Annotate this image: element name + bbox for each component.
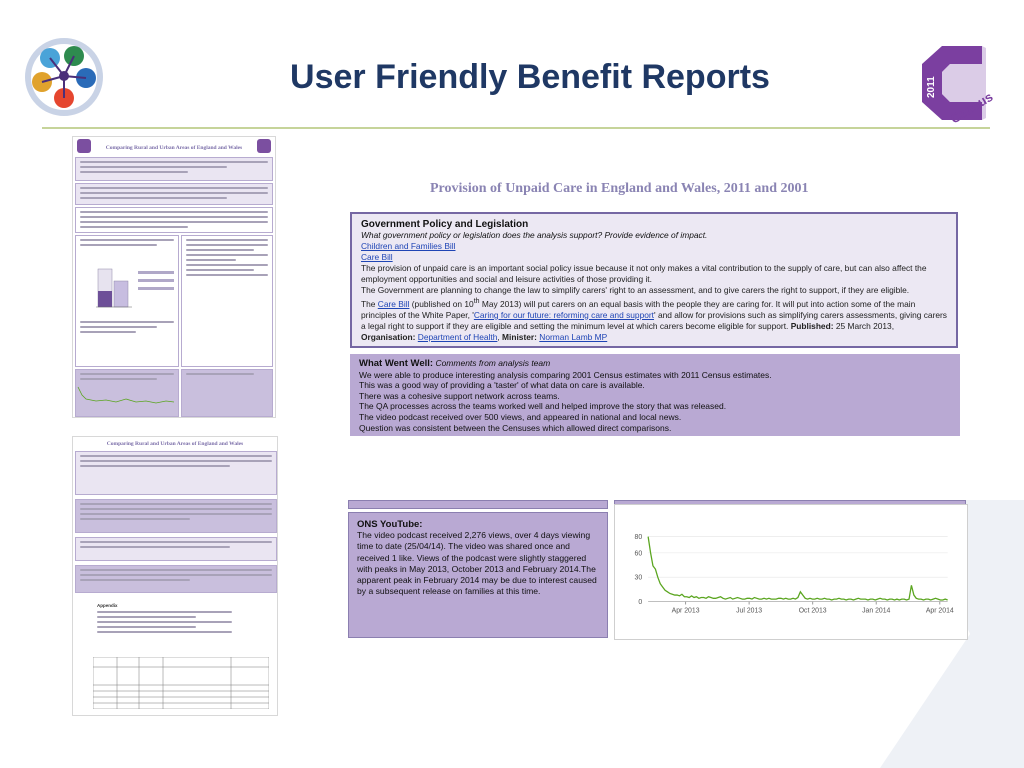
went-well-line: This was a good way of providing a 'tast… bbox=[359, 380, 645, 391]
divider-strip-left bbox=[348, 500, 608, 509]
census-mini-logo bbox=[77, 139, 91, 153]
ons-youtube-panel: ONS YouTube: The video podcast received … bbox=[348, 512, 608, 638]
census-year: 2011 bbox=[926, 76, 937, 98]
slide-title: User Friendly Benefit Reports bbox=[290, 58, 770, 96]
background-chevron-graphic bbox=[880, 500, 1024, 768]
government-para-2: The Government are planning to change th… bbox=[361, 285, 910, 295]
title-divider bbox=[42, 127, 990, 129]
thumbnail-bar-chart bbox=[96, 268, 174, 308]
went-well-line: The QA processes across the teams worked… bbox=[359, 401, 727, 412]
thumbnail-1-title: Comparing Rural and Urban Areas of Engla… bbox=[105, 145, 243, 151]
went-well-line: The video podcast received over 500 view… bbox=[359, 411, 682, 422]
government-question: What government policy or legislation do… bbox=[361, 230, 708, 240]
minister-link[interactable]: Norman Lamb MP bbox=[539, 331, 608, 342]
government-para-1: The provision of unpaid care is an impor… bbox=[361, 263, 927, 284]
x-tick-label: Apr 2013 bbox=[672, 607, 700, 614]
went-well-line: There was a cohesive support network acr… bbox=[359, 390, 560, 401]
white-paper-link[interactable]: Caring for our future: reforming care an… bbox=[473, 309, 655, 320]
report-thumbnail-1: Comparing Rural and Urban Areas of Engla… bbox=[72, 136, 276, 418]
ons-network-logo bbox=[18, 36, 110, 118]
went-well-heading: What Went Well: bbox=[359, 358, 434, 369]
went-well-line: We were able to produce interesting anal… bbox=[359, 369, 772, 380]
census-mini-logo bbox=[257, 139, 271, 153]
x-tick-label: Jul 2013 bbox=[736, 607, 762, 614]
views-series-line bbox=[647, 536, 948, 601]
government-para-3: The Care Bill (published on 10th May 201… bbox=[361, 298, 947, 342]
y-tick-label: 30 bbox=[635, 575, 643, 582]
census-2011-logo: 2011 Census bbox=[912, 40, 996, 127]
department-of-health-link[interactable]: Department of Health bbox=[417, 331, 498, 342]
what-went-well-panel: What Went Well: Comments from analysis t… bbox=[350, 354, 960, 436]
youtube-views-chart: 0 30 60 80 Apr 2013 Jul 2013 Oct 2013 Jan 2014 A… bbox=[614, 504, 968, 640]
x-tick-label: Jan 2014 bbox=[862, 607, 890, 614]
government-heading: Government Policy and Legislation bbox=[361, 219, 529, 230]
y-tick-label: 0 bbox=[638, 599, 642, 606]
y-tick-label: 60 bbox=[635, 550, 643, 557]
section-heading: Provision of Unpaid Care in England and … bbox=[430, 181, 809, 196]
youtube-heading: ONS YouTube: bbox=[357, 519, 423, 530]
care-bill-link[interactable]: Care Bill bbox=[361, 252, 393, 262]
x-tick-label: Oct 2013 bbox=[799, 607, 827, 614]
x-tick-label: Apr 2014 bbox=[926, 607, 954, 614]
report-thumbnail-2: Comparing Rural and Urban Areas of Engla… bbox=[72, 436, 278, 716]
went-well-line: Question was consistent between the Cens… bbox=[359, 422, 672, 433]
children-families-bill-link[interactable]: Children and Families Bill bbox=[361, 241, 456, 251]
y-tick-label: 80 bbox=[635, 534, 643, 541]
care-bill-inline-link[interactable]: Care Bill bbox=[377, 298, 410, 309]
youtube-text: The video podcast received 2,276 views, … bbox=[357, 530, 597, 597]
government-policy-panel: Government Policy and Legislation What g… bbox=[350, 212, 958, 348]
thumbnail-appendix-table bbox=[93, 657, 269, 709]
thumbnail-2-title: Comparing Rural and Urban Areas of Engla… bbox=[106, 441, 244, 447]
youtube-views-svg: 0 30 60 80 Apr 2013 Jul 2013 Oct 2013 Jan 2014 A… bbox=[635, 534, 954, 614]
thumbnail-appendix-heading: Appendix bbox=[97, 603, 118, 608]
went-well-subheading: Comments from analysis team bbox=[435, 358, 551, 368]
